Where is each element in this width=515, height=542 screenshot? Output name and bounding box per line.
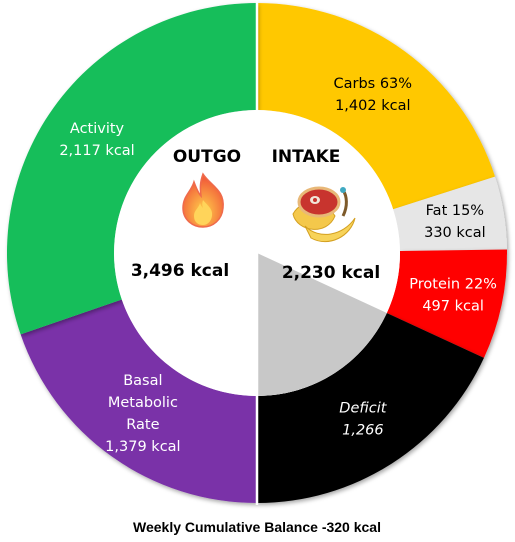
label-fat-line-0: Fat 15% <box>426 203 484 219</box>
slice-basal <box>20 299 258 503</box>
label-basal-line-0: Basal <box>123 373 162 389</box>
label-basal-line-3: 1,379 kcal <box>105 439 180 455</box>
label-basal-line-2: Rate <box>126 417 159 433</box>
donut-slices <box>6 3 507 503</box>
label-deficit-line-1: 1,266 <box>342 423 384 439</box>
slice-activity <box>6 3 258 335</box>
intake-heading: INTAKE <box>272 147 341 167</box>
fire-icon <box>182 172 224 228</box>
label-activity-line-0: Activity <box>70 121 125 137</box>
label-deficit-line-0: Deficit <box>339 401 387 417</box>
deficit-inner-wedge <box>257 253 387 396</box>
label-basal-line-1: Metabolic <box>108 395 178 411</box>
label-carbs-line-1: 1,402 kcal <box>335 98 410 114</box>
weekly-balance-caption: Weekly Cumulative Balance -320 kcal <box>133 519 381 535</box>
slice-labels: Carbs 63% 1,402 kcal Fat 15% 330 kcal Protei… <box>59 76 497 455</box>
slice-protein <box>386 249 507 358</box>
intake-total: 2,230 kcal <box>282 263 380 283</box>
slice-carbs <box>257 3 496 210</box>
slice-fat <box>393 176 507 252</box>
outgo-total: 3,496 kcal <box>131 261 229 281</box>
slice-deficit <box>257 312 484 503</box>
label-protein-line-1: 497 kcal <box>422 299 484 315</box>
label-protein-line-0: Protein 22% <box>409 277 497 293</box>
steak-and-bananas-icon <box>292 186 356 243</box>
label-fat-line-1: 330 kcal <box>424 225 486 241</box>
label-carbs-line-0: Carbs 63% <box>333 76 412 92</box>
label-activity-line-1: 2,117 kcal <box>59 143 134 159</box>
outgo-heading: OUTGO <box>173 147 241 167</box>
